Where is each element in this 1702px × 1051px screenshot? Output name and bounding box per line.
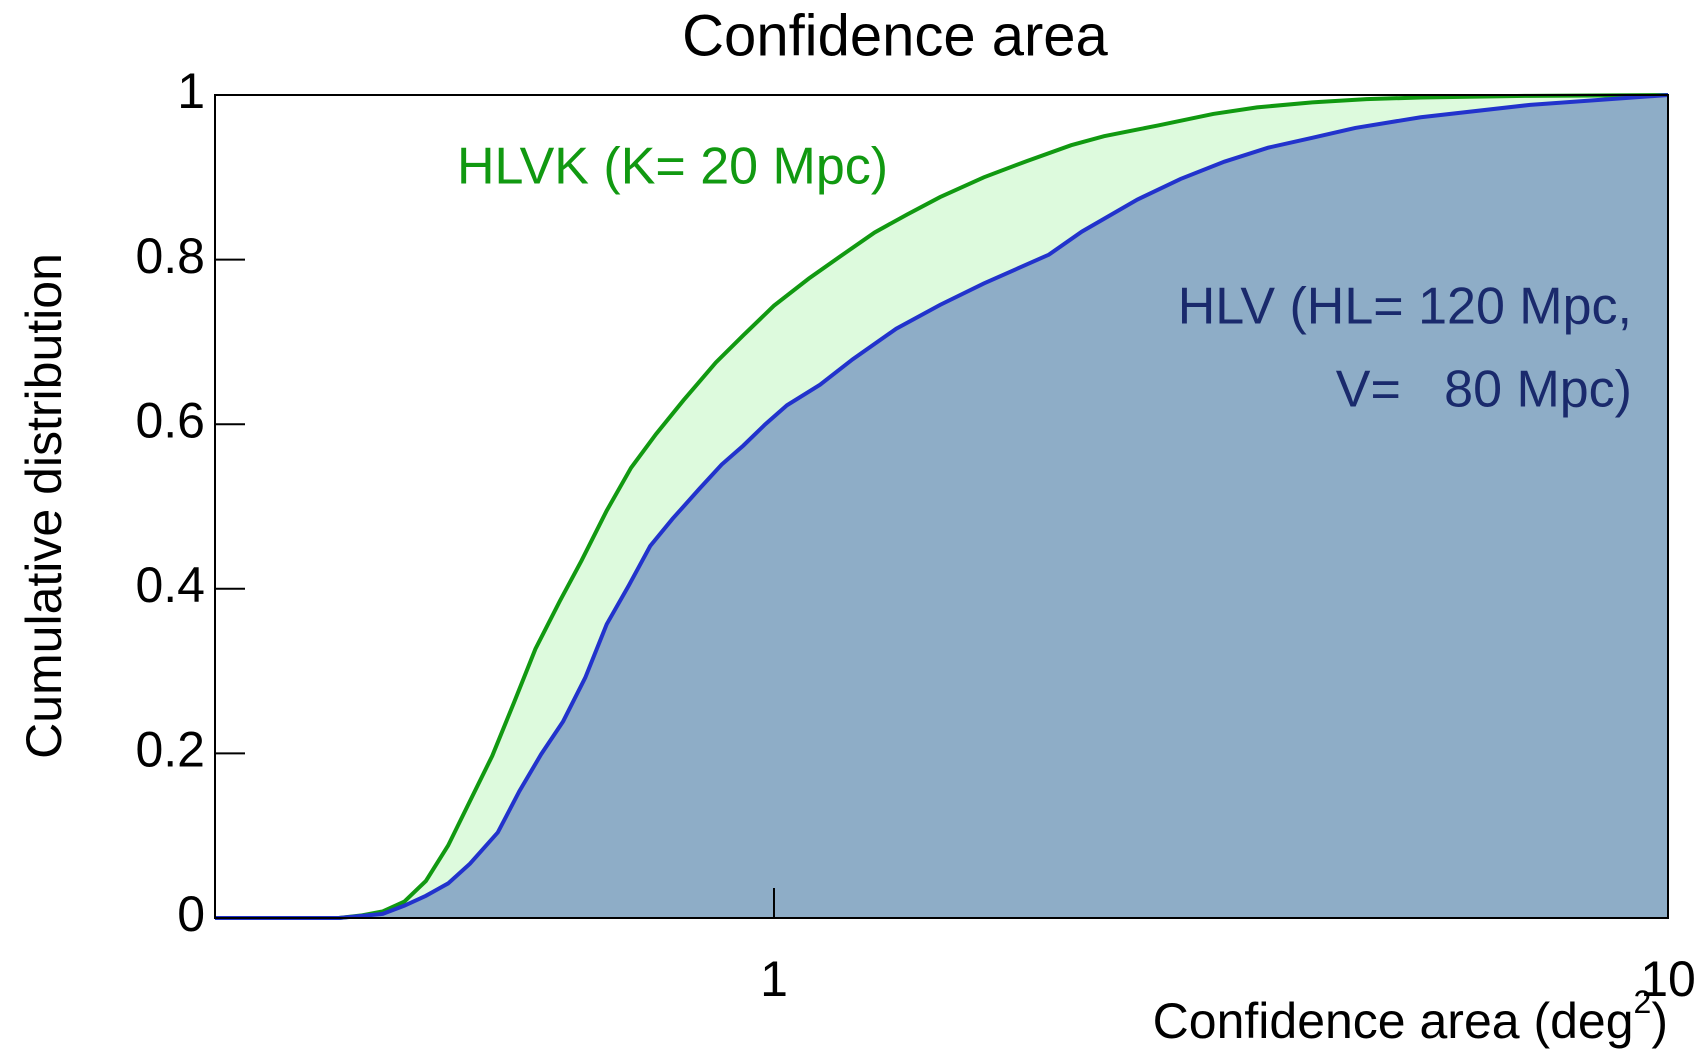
x-tick-label: 10 [1640, 951, 1696, 1007]
plot-area: 0 0.2 0.4 0.6 0.8 1 1 10 HLVK (K= 20 Mpc) HLV (HL… [135, 63, 1695, 1007]
y-axis-label: Cumulative distribution [16, 253, 72, 759]
x-tick-label: 1 [760, 951, 788, 1007]
y-tick-label: 1 [177, 63, 205, 119]
chart-title: Confidence area [682, 3, 1108, 68]
series-fill [215, 95, 1668, 918]
annotation: HLV (HL= 120 Mpc, [1178, 278, 1632, 336]
y-tick-label: 0 [177, 886, 205, 942]
x-axis-label-text: Confidence area (deg [1153, 993, 1634, 1049]
annotation: HLVK (K= 20 Mpc) [457, 138, 888, 196]
x-axis-label-end: ) [1651, 993, 1668, 1049]
x-axis-label: Confidence area (deg2) [1153, 984, 1668, 1049]
series-line [215, 93, 1669, 920]
y-tick-label: 0.8 [135, 228, 205, 284]
y-tick-label: 0.6 [135, 392, 205, 448]
y-tick-label: 0.4 [135, 557, 205, 613]
plot-frame [214, 94, 1669, 919]
series-line [215, 93, 1669, 920]
annotation: V= 80 Mpc) [1336, 361, 1632, 419]
y-tick-label: 0.2 [135, 722, 205, 778]
x-axis-label-sup: 2 [1634, 984, 1652, 1020]
